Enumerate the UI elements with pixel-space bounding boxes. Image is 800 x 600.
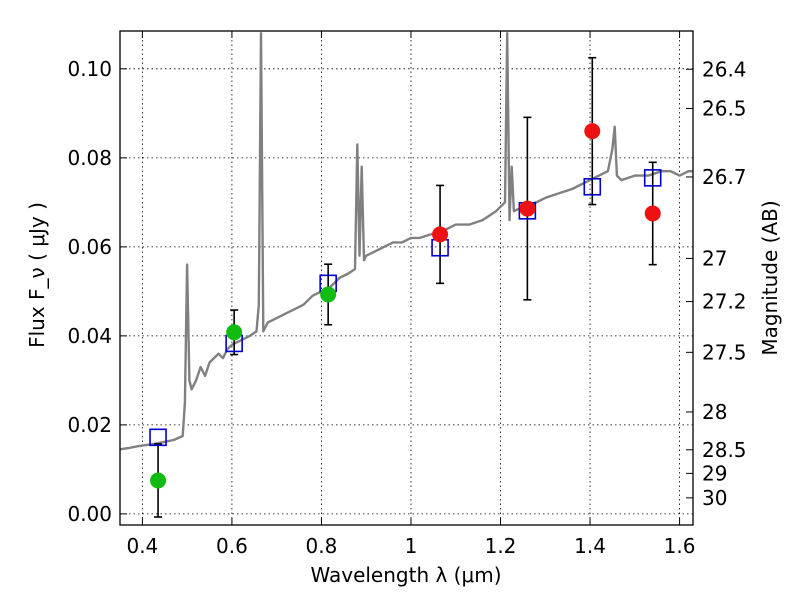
x-tick-label: 1.4 [574,534,606,558]
spectrum-line [119,32,693,451]
right-tick-label: 27 [702,246,727,270]
y-tick-label: 0.00 [67,502,112,526]
y-tick-label: 0.02 [67,413,112,437]
x-tick-label: 1 [405,534,418,558]
red-data-point [644,205,661,222]
y-tick-label: 0.08 [67,146,112,170]
plot-frame [119,30,694,526]
y-tick-label: 0.06 [67,235,112,259]
right-tick-label: 27.5 [702,340,747,364]
right-tick-label: 26.7 [702,165,747,189]
x-tick-label: 0.8 [306,534,338,558]
y-tick-labels: 0.00 0.02 0.04 0.06 0.08 0.10 [67,57,112,526]
points-layer [150,123,661,489]
model-square-marker [149,428,167,447]
right-tick-label: 29 [702,461,727,485]
right-tick-label: 26.4 [702,57,747,81]
y-axis-label: Flux F_ν ( μJy ) [25,202,49,348]
right-tick-label: 30 [702,486,727,510]
y-tick-label: 0.10 [67,57,112,81]
right-tick-label: 27.2 [702,290,747,314]
right-tick-label: 28 [702,400,727,424]
x-tick-label: 0.4 [126,534,158,558]
x-tick-label: 0.6 [216,534,248,558]
green-data-point [150,472,167,489]
model-square-marker [643,169,662,187]
green-data-point [226,324,243,341]
y-tick-label: 0.04 [67,324,112,348]
red-data-point [584,123,601,140]
tick-marks [120,31,693,525]
x-tick-label: 1.2 [485,534,517,558]
model-square-marker [583,177,602,196]
x-tick-labels: 0.4 0.6 0.8 1 1.2 1.4 1.6 [126,534,695,558]
red-data-point [519,200,536,217]
x-axis-label: Wavelength λ (μm) [310,563,501,587]
y-axis-right-label: Magnitude (AB) [758,200,782,355]
red-data-point [432,226,449,243]
grid-lines [120,31,693,525]
right-tick-label: 26.5 [702,96,747,120]
x-tick-label: 1.6 [664,534,696,558]
right-tick-label: 28.5 [702,438,747,462]
spectrum-layer [119,32,693,451]
green-data-point [320,286,337,303]
